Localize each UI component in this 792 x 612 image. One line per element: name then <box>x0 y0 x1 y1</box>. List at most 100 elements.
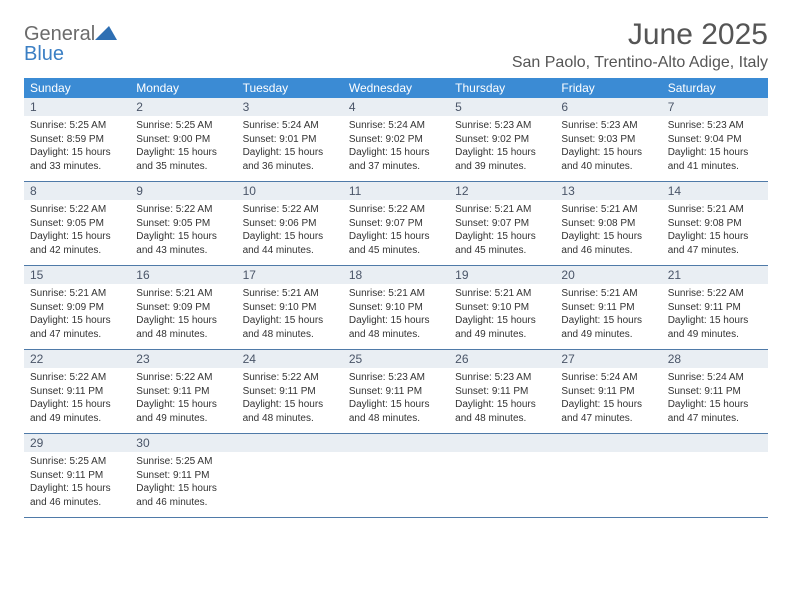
day-number-row: 22232425262728 <box>24 350 768 368</box>
sunrise-line: Sunrise: 5:25 AM <box>136 455 230 469</box>
day-number: 12 <box>449 182 555 200</box>
sunset-line: Sunset: 9:11 PM <box>668 301 762 315</box>
day-body: Sunrise: 5:23 AMSunset: 9:03 PMDaylight:… <box>555 116 661 181</box>
daylight-line: Daylight: 15 hours and 48 minutes. <box>349 314 443 341</box>
day-number-row: 15161718192021 <box>24 266 768 284</box>
day-number-row: 2930 <box>24 434 768 452</box>
logo: General Blue <box>24 18 117 64</box>
sunset-line: Sunset: 9:02 PM <box>349 133 443 147</box>
title-block: June 2025 San Paolo, Trentino-Alto Adige… <box>512 18 768 72</box>
day-number-row: 891011121314 <box>24 182 768 200</box>
day-body <box>662 452 768 517</box>
sunset-line: Sunset: 9:11 PM <box>136 385 230 399</box>
day-number-row: 1234567 <box>24 98 768 116</box>
header: General Blue June 2025 San Paolo, Trenti… <box>24 18 768 72</box>
logo-text-blue: Blue <box>24 43 64 65</box>
sunset-line: Sunset: 9:10 PM <box>243 301 337 315</box>
sunset-line: Sunset: 9:11 PM <box>561 301 655 315</box>
sunset-line: Sunset: 9:11 PM <box>243 385 337 399</box>
sunset-line: Sunset: 9:04 PM <box>668 133 762 147</box>
day-body: Sunrise: 5:21 AMSunset: 9:08 PMDaylight:… <box>555 200 661 265</box>
day-number: 4 <box>343 98 449 116</box>
day-number: 20 <box>555 266 661 284</box>
day-body: Sunrise: 5:22 AMSunset: 9:05 PMDaylight:… <box>24 200 130 265</box>
sunrise-line: Sunrise: 5:21 AM <box>561 287 655 301</box>
daylight-line: Daylight: 15 hours and 40 minutes. <box>561 146 655 173</box>
sunrise-line: Sunrise: 5:22 AM <box>243 203 337 217</box>
week-block: 891011121314Sunrise: 5:22 AMSunset: 9:05… <box>24 182 768 266</box>
calendar: SundayMondayTuesdayWednesdayThursdayFrid… <box>24 78 768 518</box>
day-body: Sunrise: 5:24 AMSunset: 9:11 PMDaylight:… <box>555 368 661 433</box>
daylight-line: Daylight: 15 hours and 43 minutes. <box>136 230 230 257</box>
daylight-line: Daylight: 15 hours and 46 minutes. <box>136 482 230 509</box>
daylight-line: Daylight: 15 hours and 44 minutes. <box>243 230 337 257</box>
sunrise-line: Sunrise: 5:22 AM <box>349 203 443 217</box>
logo-text-general: General <box>24 23 95 45</box>
dow-cell: Tuesday <box>237 78 343 98</box>
daylight-line: Daylight: 15 hours and 45 minutes. <box>349 230 443 257</box>
day-body: Sunrise: 5:23 AMSunset: 9:11 PMDaylight:… <box>343 368 449 433</box>
week-block: 15161718192021Sunrise: 5:21 AMSunset: 9:… <box>24 266 768 350</box>
sunset-line: Sunset: 9:09 PM <box>136 301 230 315</box>
day-body <box>449 452 555 517</box>
daylight-line: Daylight: 15 hours and 36 minutes. <box>243 146 337 173</box>
day-number: 24 <box>237 350 343 368</box>
sunset-line: Sunset: 9:08 PM <box>561 217 655 231</box>
sunset-line: Sunset: 9:05 PM <box>136 217 230 231</box>
day-body: Sunrise: 5:21 AMSunset: 9:08 PMDaylight:… <box>662 200 768 265</box>
day-number: 1 <box>24 98 130 116</box>
sunrise-line: Sunrise: 5:23 AM <box>349 371 443 385</box>
daylight-line: Daylight: 15 hours and 49 minutes. <box>668 314 762 341</box>
daylight-line: Daylight: 15 hours and 47 minutes. <box>30 314 124 341</box>
day-number: 14 <box>662 182 768 200</box>
day-body: Sunrise: 5:23 AMSunset: 9:11 PMDaylight:… <box>449 368 555 433</box>
day-number: 16 <box>130 266 236 284</box>
day-body: Sunrise: 5:25 AMSunset: 9:11 PMDaylight:… <box>130 452 236 517</box>
day-body: Sunrise: 5:24 AMSunset: 9:11 PMDaylight:… <box>662 368 768 433</box>
daylight-line: Daylight: 15 hours and 39 minutes. <box>455 146 549 173</box>
dow-cell: Wednesday <box>343 78 449 98</box>
day-body: Sunrise: 5:24 AMSunset: 9:02 PMDaylight:… <box>343 116 449 181</box>
day-number: 26 <box>449 350 555 368</box>
day-body: Sunrise: 5:25 AMSunset: 9:11 PMDaylight:… <box>24 452 130 517</box>
day-number: 18 <box>343 266 449 284</box>
sunset-line: Sunset: 9:02 PM <box>455 133 549 147</box>
day-number: 21 <box>662 266 768 284</box>
day-body: Sunrise: 5:21 AMSunset: 9:10 PMDaylight:… <box>449 284 555 349</box>
day-number: 28 <box>662 350 768 368</box>
sunrise-line: Sunrise: 5:21 AM <box>243 287 337 301</box>
sunset-line: Sunset: 9:01 PM <box>243 133 337 147</box>
month-title: June 2025 <box>512 18 768 52</box>
sunrise-line: Sunrise: 5:21 AM <box>349 287 443 301</box>
dow-cell: Saturday <box>662 78 768 98</box>
sunset-line: Sunset: 9:06 PM <box>243 217 337 231</box>
day-body: Sunrise: 5:21 AMSunset: 9:10 PMDaylight:… <box>343 284 449 349</box>
sunrise-line: Sunrise: 5:24 AM <box>243 119 337 133</box>
sunrise-line: Sunrise: 5:22 AM <box>30 203 124 217</box>
daylight-line: Daylight: 15 hours and 47 minutes. <box>668 398 762 425</box>
sunrise-line: Sunrise: 5:23 AM <box>668 119 762 133</box>
daylight-line: Daylight: 15 hours and 46 minutes. <box>30 482 124 509</box>
day-body-row: Sunrise: 5:22 AMSunset: 9:11 PMDaylight:… <box>24 368 768 433</box>
sunset-line: Sunset: 8:59 PM <box>30 133 124 147</box>
day-body: Sunrise: 5:21 AMSunset: 9:09 PMDaylight:… <box>130 284 236 349</box>
day-number: 27 <box>555 350 661 368</box>
day-number <box>662 434 768 452</box>
day-number: 3 <box>237 98 343 116</box>
day-body: Sunrise: 5:22 AMSunset: 9:11 PMDaylight:… <box>130 368 236 433</box>
day-body: Sunrise: 5:21 AMSunset: 9:10 PMDaylight:… <box>237 284 343 349</box>
sunset-line: Sunset: 9:00 PM <box>136 133 230 147</box>
sunset-line: Sunset: 9:10 PM <box>349 301 443 315</box>
sunrise-line: Sunrise: 5:22 AM <box>136 371 230 385</box>
day-body: Sunrise: 5:22 AMSunset: 9:07 PMDaylight:… <box>343 200 449 265</box>
sunrise-line: Sunrise: 5:21 AM <box>30 287 124 301</box>
week-block: 2930Sunrise: 5:25 AMSunset: 9:11 PMDayli… <box>24 434 768 518</box>
day-number: 6 <box>555 98 661 116</box>
sunrise-line: Sunrise: 5:21 AM <box>136 287 230 301</box>
daylight-line: Daylight: 15 hours and 37 minutes. <box>349 146 443 173</box>
day-number: 23 <box>130 350 236 368</box>
sunset-line: Sunset: 9:11 PM <box>455 385 549 399</box>
day-number: 22 <box>24 350 130 368</box>
sunrise-line: Sunrise: 5:23 AM <box>455 371 549 385</box>
day-body <box>237 452 343 517</box>
